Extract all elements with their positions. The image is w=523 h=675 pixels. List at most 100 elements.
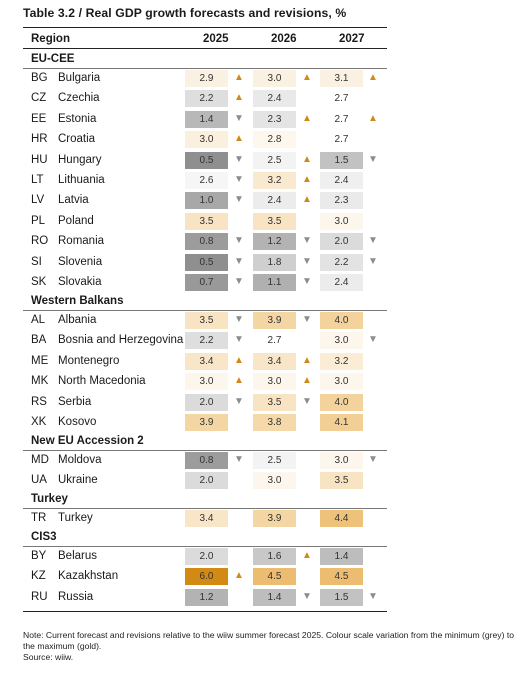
country-code: SK (31, 276, 47, 288)
table-row: LT Lithuania 2.6 ▼ 3.2 ▲ 2.4 (0, 171, 523, 190)
country-name: Belarus (58, 550, 97, 562)
triangle-up-icon: ▲ (302, 194, 312, 206)
triangle-up-icon: ▲ (234, 133, 244, 145)
triangle-up-icon: ▲ (234, 92, 244, 104)
group-rule (23, 68, 387, 69)
table-row: UA Ukraine 2.0 3.0 3.5 (0, 471, 523, 490)
value-cell-2025: 1.0 (185, 192, 228, 210)
value-cell-2025: 0.8 (185, 233, 228, 251)
top-rule (23, 27, 387, 28)
country-code: BY (31, 550, 47, 562)
value-cell-2025: 2.0 (185, 548, 228, 565)
value-cell-2027: 1.5 (320, 588, 363, 606)
triangle-up-icon: ▲ (302, 153, 312, 165)
value-cell-2025: 2.6 (185, 172, 228, 189)
triangle-down-icon: ▼ (302, 235, 312, 247)
table-title: Table 3.2 / Real GDP growth forecasts an… (23, 6, 347, 20)
value-cell-2026: 1.4 (253, 588, 296, 606)
value-cell-2026: 2.4 (253, 90, 296, 108)
country-code: BG (31, 72, 48, 84)
value-cell-2026: 3.0 (253, 472, 296, 490)
country-code: HU (31, 153, 48, 166)
value-cell-2027: 3.0 (320, 373, 363, 391)
value-cell-2027: 4.5 (320, 568, 363, 586)
group-label: EU-CEE (31, 53, 75, 65)
table-row: EE Estonia 1.4 ▼ 2.3 ▲ 2.7 ▲ (0, 110, 523, 129)
header-2027: 2027 (339, 33, 365, 45)
group-label: CIS3 (31, 531, 57, 543)
triangle-up-icon: ▲ (302, 112, 312, 124)
value-cell-2026: 1.8 (253, 253, 296, 271)
country-code: MK (31, 375, 49, 388)
triangle-up-icon: ▲ (368, 72, 378, 83)
country-name: Kosovo (58, 415, 97, 428)
country-name: Russia (58, 590, 94, 603)
country-name: Bosnia and Herzegovina (58, 334, 184, 347)
value-cell-2027: 4.4 (320, 510, 363, 528)
value-cell-2027: 4.0 (320, 393, 363, 411)
table-row: RS Serbia 2.0 ▼ 3.5 ▼ 4.0 (0, 393, 523, 412)
country-name: Estonia (58, 112, 97, 125)
triangle-down-icon: ▼ (234, 395, 244, 407)
country-code: CZ (31, 92, 47, 105)
value-cell-2025: 0.7 (185, 274, 228, 291)
value-cell-2026: 3.8 (253, 413, 296, 431)
triangle-down-icon: ▼ (368, 453, 378, 465)
country-code: RS (31, 395, 47, 408)
country-code: PL (31, 214, 46, 227)
value-cell-2027: 1.5 (320, 151, 363, 169)
value-cell-2026: 3.5 (253, 393, 296, 411)
value-cell-2027: 2.7 (320, 110, 363, 128)
table-row: PL Poland 3.5 3.5 3.0 (0, 212, 523, 231)
value-cell-2025: 6.0 (185, 568, 228, 586)
group-rule (23, 546, 387, 547)
triangle-down-icon: ▼ (302, 276, 312, 287)
group-label: Western Balkans (31, 294, 124, 307)
group-label: New EU Accession 2 (31, 434, 144, 447)
value-cell-2026: 3.4 (253, 352, 296, 370)
table-row: ME Montenegro 3.4 ▲ 3.4 ▲ 3.2 (0, 352, 523, 371)
value-cell-2026: 2.3 (253, 110, 296, 128)
value-cell-2026: 1.2 (253, 233, 296, 251)
triangle-down-icon: ▼ (368, 153, 378, 165)
table-row: RU Russia 1.2 1.4 ▼ 1.5 ▼ (0, 588, 523, 607)
country-code: LT (31, 174, 44, 186)
country-name: North Macedonia (58, 375, 146, 388)
value-cell-2027: 3.0 (320, 332, 363, 350)
triangle-down-icon: ▼ (302, 255, 312, 267)
group-rule (23, 449, 387, 451)
country-code: BA (31, 334, 47, 347)
footnote: Note: Current forecast and revisions rel… (23, 630, 518, 663)
triangle-up-icon: ▲ (302, 174, 312, 185)
table-row: AL Albania 3.5 ▼ 3.9 ▼ 4.0 (0, 311, 523, 330)
country-code: KZ (31, 570, 46, 583)
value-cell-2026: 3.0 (253, 373, 296, 391)
table-row: MK North Macedonia 3.0 ▲ 3.0 ▲ 3.0 (0, 372, 523, 391)
country-name: Poland (58, 214, 94, 227)
header-2026: 2026 (271, 33, 297, 45)
value-cell-2027: 2.3 (320, 192, 363, 210)
table-row: HR Croatia 3.0 ▲ 2.8 2.7 (0, 130, 523, 149)
triangle-down-icon: ▼ (234, 276, 244, 287)
table-row: KZ Kazakhstan 6.0 ▲ 4.5 4.5 (0, 567, 523, 586)
group-rule (23, 508, 387, 510)
value-cell-2027: 2.2 (320, 253, 363, 271)
triangle-down-icon: ▼ (234, 174, 244, 185)
note-text: Note: Current forecast and revisions rel… (23, 630, 514, 651)
value-cell-2025: 2.2 (185, 90, 228, 108)
country-name: Czechia (58, 92, 100, 105)
country-name: Slovakia (58, 276, 102, 288)
value-cell-2027: 2.7 (320, 131, 363, 149)
country-code: UA (31, 474, 47, 487)
value-cell-2025: 3.0 (185, 373, 228, 391)
country-code: HR (31, 133, 48, 146)
value-cell-2027: 3.5 (320, 472, 363, 490)
triangle-down-icon: ▼ (368, 590, 378, 602)
table-row: BA Bosnia and Herzegovina 2.2 ▼ 2.7 3.0 ▼ (0, 331, 523, 350)
value-cell-2025: 3.4 (185, 352, 228, 370)
value-cell-2026: 2.4 (253, 192, 296, 210)
triangle-up-icon: ▲ (234, 72, 244, 83)
triangle-down-icon: ▼ (234, 112, 244, 124)
value-cell-2026: 1.6 (253, 548, 296, 565)
value-cell-2026: 3.5 (253, 212, 296, 230)
